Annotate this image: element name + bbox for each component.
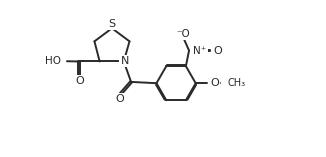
Text: HO: HO xyxy=(45,56,61,66)
Text: CH₃: CH₃ xyxy=(228,78,246,88)
Text: N: N xyxy=(121,56,129,66)
Text: O: O xyxy=(214,46,222,56)
Text: ⁻O: ⁻O xyxy=(176,29,190,39)
Text: N⁺: N⁺ xyxy=(194,46,207,56)
Text: O: O xyxy=(115,94,124,104)
Text: O: O xyxy=(210,78,219,88)
Text: O: O xyxy=(75,76,84,86)
Text: S: S xyxy=(109,19,115,29)
